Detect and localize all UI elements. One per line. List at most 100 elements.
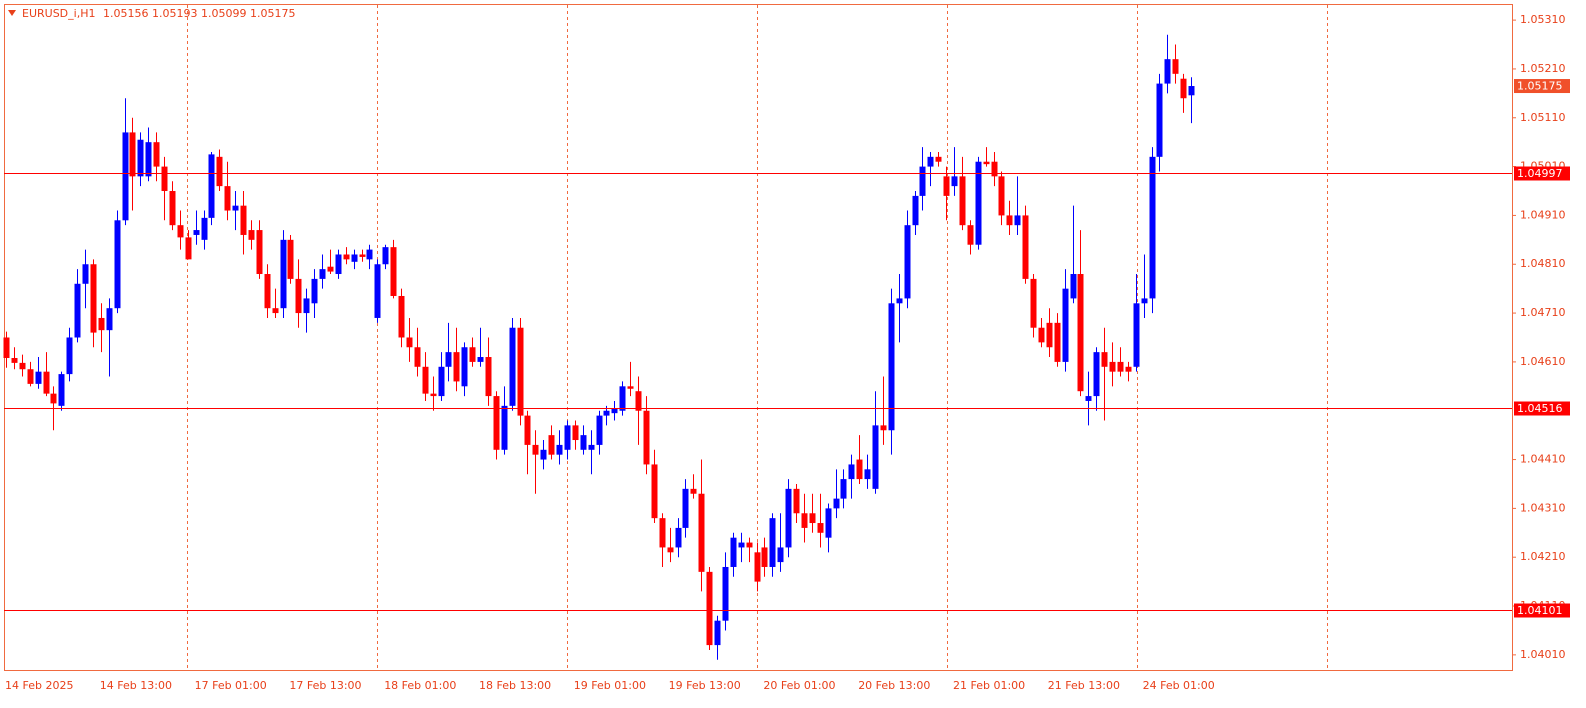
candle-body xyxy=(880,425,887,431)
candle-body xyxy=(959,176,966,226)
candle-body xyxy=(983,161,990,165)
y-tick-label: 1.05310 xyxy=(1520,13,1566,26)
candle-body xyxy=(967,225,974,245)
candle-body xyxy=(698,493,705,572)
candle-body xyxy=(998,176,1005,216)
candle-body xyxy=(722,566,729,621)
candle-body xyxy=(145,142,152,177)
candle-body xyxy=(280,239,287,309)
price-level-label: 1.04997 xyxy=(1517,167,1563,180)
candle-body xyxy=(817,523,824,533)
candle-body xyxy=(548,435,555,455)
price-level-tag xyxy=(1514,166,1570,181)
current-price-label: 1.05175 xyxy=(1517,80,1563,93)
candle-body xyxy=(1062,288,1069,362)
candle-body xyxy=(1156,83,1163,157)
candle-body xyxy=(453,352,460,382)
candle-body xyxy=(706,571,713,646)
candle-body xyxy=(398,295,405,338)
candle-body xyxy=(374,264,381,318)
candle-body xyxy=(1077,274,1084,392)
candle-body xyxy=(1133,303,1140,367)
candle-body xyxy=(888,303,895,431)
candle-body xyxy=(1101,352,1108,367)
candle-body xyxy=(643,410,650,465)
candle-body xyxy=(122,132,129,221)
candle-body xyxy=(864,469,871,480)
x-tick-label: 21 Feb 13:00 xyxy=(1048,679,1120,692)
x-tick-label: 24 Feb 01:00 xyxy=(1143,679,1215,692)
candle-body xyxy=(382,247,389,265)
price-level-tag xyxy=(1514,401,1570,416)
x-tick-label: 19 Feb 01:00 xyxy=(574,679,646,692)
candle-body xyxy=(208,154,215,218)
candle-body xyxy=(1117,361,1124,372)
candle-body xyxy=(904,225,911,299)
y-tick-label: 1.04910 xyxy=(1520,208,1566,221)
price-level-label: 1.04101 xyxy=(1517,604,1563,617)
x-tick-label: 21 Feb 01:00 xyxy=(953,679,1025,692)
candle-body xyxy=(532,444,539,455)
candle-body xyxy=(201,217,208,240)
header-open: 1.05156 xyxy=(103,7,149,20)
candle-body xyxy=(675,527,682,548)
candle-body xyxy=(1141,298,1148,304)
candle-body xyxy=(90,264,97,333)
candle-body xyxy=(35,371,42,384)
candle-body xyxy=(564,425,571,450)
candle-body xyxy=(193,230,200,235)
candle-body xyxy=(1038,327,1045,343)
candle-body xyxy=(1180,78,1187,99)
candle-body xyxy=(801,513,808,528)
candle-body xyxy=(730,537,737,567)
x-tick-label: 18 Feb 01:00 xyxy=(384,679,456,692)
candle-body xyxy=(1093,352,1100,397)
candle-body xyxy=(74,283,81,338)
candle-body xyxy=(430,393,437,397)
x-tick-label: 20 Feb 01:00 xyxy=(763,679,835,692)
candle-body xyxy=(232,205,239,211)
candle-body xyxy=(438,366,445,397)
candle-body xyxy=(264,274,271,309)
candle-body xyxy=(50,393,57,404)
x-tick-label: 14 Feb 2025 xyxy=(5,679,73,692)
header-triangle xyxy=(8,10,16,16)
candle-body xyxy=(809,513,816,524)
candle-body xyxy=(469,347,476,362)
candle-body xyxy=(1046,322,1053,348)
candle-body xyxy=(540,449,547,460)
candle-body xyxy=(951,176,958,187)
candle-body xyxy=(359,254,366,257)
candle-body xyxy=(793,488,800,514)
candle-body xyxy=(414,347,421,367)
candle-body xyxy=(611,408,618,414)
candle-body xyxy=(738,542,745,548)
candle-body xyxy=(943,176,950,196)
y-tick-label: 1.04310 xyxy=(1520,501,1566,514)
candle-body xyxy=(872,425,879,489)
x-tick-label: 17 Feb 13:00 xyxy=(289,679,361,692)
candle-body xyxy=(295,278,302,314)
candle-body xyxy=(335,254,342,275)
candle-body xyxy=(825,508,832,538)
candle-body xyxy=(840,479,847,499)
candle-body xyxy=(509,327,516,406)
candle-body xyxy=(588,444,595,450)
candle-body xyxy=(619,386,626,411)
y-tick-label: 1.04210 xyxy=(1520,550,1566,563)
candle-body xyxy=(493,396,500,450)
candle-body xyxy=(319,269,326,279)
candle-body xyxy=(303,298,310,314)
candle-body xyxy=(1070,274,1077,299)
candle-body xyxy=(580,435,587,450)
current-price-tag xyxy=(1514,79,1570,94)
candle-body xyxy=(287,239,294,279)
candle-body xyxy=(682,488,689,528)
candle-body xyxy=(114,220,121,309)
candle-body xyxy=(746,542,753,548)
candle-body xyxy=(517,327,524,416)
header-low: 1.05099 xyxy=(201,7,247,20)
candle-body xyxy=(833,498,840,509)
header-close: 1.05175 xyxy=(250,7,296,20)
candle-body xyxy=(651,464,658,519)
